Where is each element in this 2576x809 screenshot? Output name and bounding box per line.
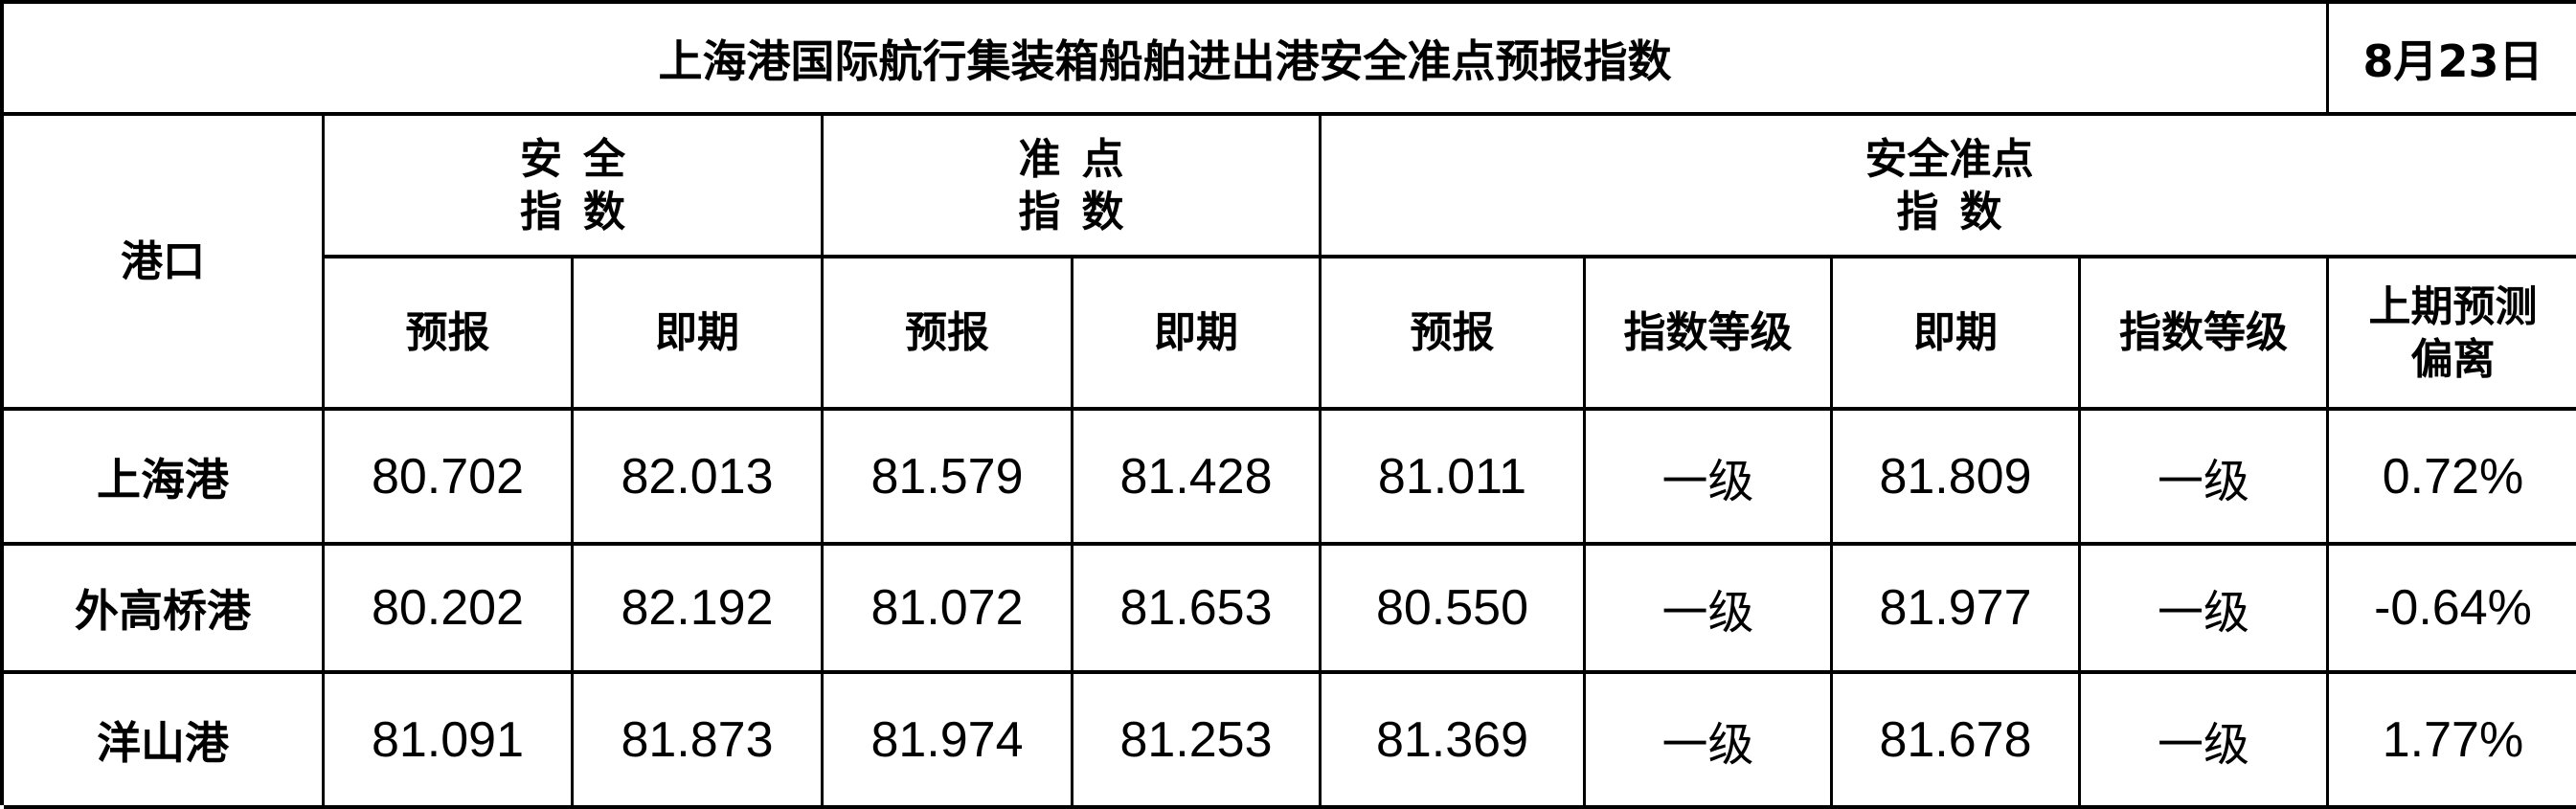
port-name: 洋山港: [4, 674, 325, 809]
punct-forecast: 81.072: [824, 546, 1073, 674]
deviation: 1.77%: [2329, 674, 2576, 809]
header-punct-forecast: 预报: [824, 258, 1073, 411]
sp-forecast-grade: 一级: [1586, 546, 1833, 674]
header-text: 偏离: [2410, 334, 2496, 384]
header-punct-current: 即期: [1073, 258, 1322, 411]
header-safety-index: 安全 指数: [325, 116, 824, 258]
header-sp-current-grade: 指数等级: [2081, 258, 2329, 411]
sp-current: 81.977: [1833, 546, 2081, 674]
sp-forecast: 80.550: [1322, 546, 1586, 674]
header-port: 港口: [4, 116, 325, 411]
header-text: 指数: [1896, 187, 2023, 236]
header-text: 准点: [1018, 134, 1145, 184]
safety-forecast: 80.702: [325, 411, 574, 546]
header-sp-current: 即期: [1833, 258, 2081, 411]
header-safety-current: 即期: [574, 258, 824, 411]
punct-current: 81.253: [1073, 674, 1322, 809]
header-text: 安全准点: [1864, 134, 2034, 184]
sp-forecast: 81.369: [1322, 674, 1586, 809]
sp-current: 81.809: [1833, 411, 2081, 546]
port-name: 外高桥港: [4, 546, 325, 674]
header-text: 安全: [520, 134, 646, 184]
safety-forecast: 80.202: [325, 546, 574, 674]
punct-current: 81.653: [1073, 546, 1322, 674]
punct-forecast: 81.579: [824, 411, 1073, 546]
header-last-deviation: 上期预测 偏离: [2329, 258, 2576, 411]
safety-forecast: 81.091: [325, 674, 574, 809]
port-name: 上海港: [4, 411, 325, 546]
sp-current-grade: 一级: [2081, 411, 2329, 546]
safety-current: 82.192: [574, 546, 824, 674]
punct-forecast: 81.974: [824, 674, 1073, 809]
header-safety-forecast: 预报: [325, 258, 574, 411]
header-text: 上期预测: [2368, 281, 2538, 331]
sp-forecast: 81.011: [1322, 411, 1586, 546]
table-title: 上海港国际航行集装箱船舶进出港安全准点预报指数: [4, 4, 2329, 116]
safety-current: 82.013: [574, 411, 824, 546]
sp-forecast-grade: 一级: [1586, 411, 1833, 546]
header-text: 指数: [520, 187, 646, 236]
header-text: 指数: [1018, 187, 1145, 236]
date-cell: 8月23日: [2329, 4, 2576, 116]
punct-current: 81.428: [1073, 411, 1322, 546]
sp-current-grade: 一级: [2081, 674, 2329, 809]
header-sp-forecast-grade: 指数等级: [1586, 258, 1833, 411]
sp-current: 81.678: [1833, 674, 2081, 809]
header-safety-punctuality-index: 安全准点 指数: [1322, 116, 2576, 258]
deviation: -0.64%: [2329, 546, 2576, 674]
header-sp-forecast: 预报: [1322, 258, 1586, 411]
safety-current: 81.873: [574, 674, 824, 809]
header-punctuality-index: 准点 指数: [824, 116, 1322, 258]
deviation: 0.72%: [2329, 411, 2576, 546]
sp-current-grade: 一级: [2081, 546, 2329, 674]
sp-forecast-grade: 一级: [1586, 674, 1833, 809]
